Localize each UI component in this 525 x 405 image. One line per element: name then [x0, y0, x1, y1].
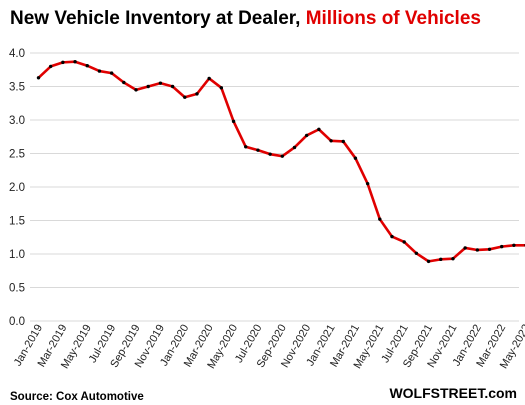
- data-point: [512, 243, 516, 247]
- data-point: [390, 234, 394, 239]
- data-point: [244, 145, 248, 149]
- data-point: [451, 256, 455, 261]
- y-tick-label: 2.0: [9, 182, 25, 194]
- data-point: [304, 133, 309, 138]
- y-tick-label: 2.5: [9, 149, 25, 161]
- data-point: [207, 76, 211, 81]
- data-point: [414, 251, 419, 256]
- data-point: [463, 246, 467, 250]
- data-point: [475, 248, 480, 252]
- data-point: [500, 244, 504, 249]
- brand-logo: WOLFSTREET.com: [389, 385, 517, 401]
- data-point: [439, 257, 443, 262]
- chart-title-main: New Vehicle Inventory at Dealer,: [10, 8, 306, 29]
- y-tick-label: 1.5: [9, 216, 25, 228]
- source-note: Source: Cox Automotive: [10, 391, 144, 403]
- data-point: [48, 64, 53, 69]
- data-point: [85, 64, 89, 68]
- series-line: [37, 60, 525, 263]
- chart-title: New Vehicle Inventory at Dealer, Million…: [10, 8, 481, 29]
- y-tick-label: 4.0: [9, 48, 25, 60]
- y-tick-label: 0.0: [9, 316, 25, 328]
- data-point: [329, 139, 333, 143]
- data-point: [402, 240, 406, 244]
- data-point: [378, 217, 382, 221]
- data-point: [341, 139, 345, 144]
- y-tick-label: 3.0: [9, 115, 25, 127]
- data-point: [280, 154, 284, 158]
- data-point: [36, 76, 41, 80]
- y-tick-label: 0.5: [9, 283, 25, 295]
- data-point: [426, 259, 431, 264]
- data-point: [487, 247, 492, 252]
- data-point: [170, 84, 175, 89]
- data-point: [365, 181, 370, 186]
- data-point: [195, 92, 199, 96]
- data-point: [268, 152, 272, 156]
- data-point: [73, 60, 77, 64]
- data-point: [146, 84, 150, 89]
- data-point: [231, 119, 236, 124]
- data-point: [183, 95, 187, 99]
- data-point: [256, 148, 260, 152]
- data-point: [219, 86, 224, 90]
- data-point: [292, 145, 297, 150]
- y-axis-ticks: 0.0 0.5 1.0 1.5 2.0 2.5 3.0 3.5 4.0: [9, 48, 25, 328]
- x-axis-ticks: Jan-2019Mar-2019May-2019Jul-2019Sep-2019…: [12, 322, 525, 370]
- data-point: [353, 156, 358, 160]
- series-inventory: [36, 60, 525, 264]
- y-tick-label: 1.0: [9, 249, 25, 261]
- data-point: [158, 81, 163, 85]
- data-point: [61, 60, 65, 65]
- data-point: [134, 88, 138, 92]
- data-point: [109, 71, 114, 75]
- data-point: [122, 80, 126, 85]
- data-point: [97, 69, 102, 73]
- gridlines: [30, 52, 519, 322]
- chart-title-accent: Millions of Vehicles: [306, 8, 481, 29]
- data-point: [317, 127, 321, 132]
- y-tick-label: 3.5: [9, 82, 25, 94]
